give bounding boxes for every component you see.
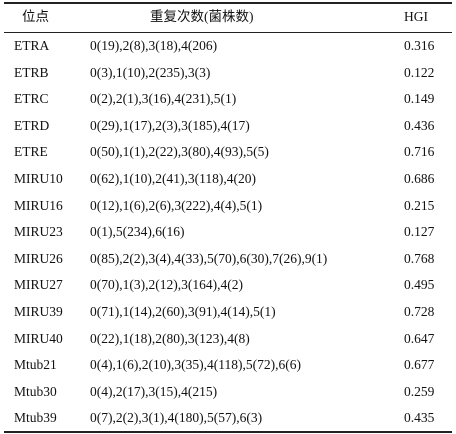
locus-cell: ETRA: [14, 38, 50, 53]
locus-cell: MIRU26: [14, 250, 63, 266]
repeats-cell: 0(71),1(14),2(60),3(91),4(14),5(1): [90, 304, 276, 319]
hgi-cell: 0.728: [404, 304, 435, 319]
header-cell: 重复次数(菌株数): [150, 9, 254, 24]
header-rule: [4, 32, 452, 33]
hgi-cell: 0.495: [404, 277, 435, 293]
locus-cell: Mtub39: [14, 410, 57, 426]
locus-cell: MIRU40: [14, 330, 63, 346]
bottom-rule: [4, 431, 452, 433]
hgi-cell: 0.122: [404, 64, 435, 80]
hgi-cell: 0.149: [404, 91, 435, 107]
locus-cell: ETRD: [14, 117, 50, 133]
top-rule: [4, 2, 452, 4]
repeats-cell: 0(50),1(1),2(22),3(80),4(93),5(5): [90, 144, 269, 160]
hgi-cell: 0.647: [404, 330, 435, 346]
repeats-cell: 0(1),5(234),6(16): [90, 224, 185, 240]
hgi-cell: 0.435: [404, 410, 435, 426]
repeats-cell: 0(4),1(6),2(10),3(35),4(118),5(72),6(6): [90, 357, 301, 373]
repeats-cell: 0(85),2(2),3(4),4(33),5(70),6(30),7(26),…: [90, 250, 328, 266]
header-cell: HGI: [404, 9, 428, 24]
hgi-cell: 0.768: [404, 250, 435, 266]
hgi-cell: 0.686: [404, 171, 435, 186]
hgi-cell: 0.316: [404, 38, 435, 53]
locus-cell: MIRU39: [14, 304, 63, 319]
locus-cell: ETRB: [14, 64, 49, 80]
locus-cell: MIRU10: [14, 171, 63, 186]
repeats-cell: 0(7),2(2),3(1),4(180),5(57),6(3): [90, 410, 263, 426]
repeats-cell: 0(19),2(8),3(18),4(206): [90, 38, 218, 53]
locus-cell: ETRE: [14, 144, 48, 160]
locus-cell: MIRU16: [14, 197, 63, 213]
locus-cell: MIRU23: [14, 224, 63, 240]
repeats-cell: 0(70),1(3),2(12),3(164),4(2): [90, 277, 243, 293]
repeats-cell: 0(3),1(10),2(235),3(3): [90, 64, 211, 80]
locus-cell: ETRC: [14, 91, 49, 107]
hgi-cell: 0.215: [404, 197, 435, 213]
header-cell: 位点: [22, 9, 49, 24]
hgi-cell: 0.259: [404, 383, 435, 399]
repeats-cell: 0(29),1(17),2(3),3(185),4(17): [90, 117, 250, 133]
locus-cell: Mtub30: [14, 383, 57, 399]
hgi-cell: 0.716: [404, 144, 435, 160]
repeats-cell: 0(22),1(18),2(80),3(123),4(8): [90, 330, 250, 346]
locus-cell: Mtub21: [14, 357, 57, 373]
repeats-cell: 0(62),1(10),2(41),3(118),4(20): [90, 171, 256, 186]
locus-cell: MIRU27: [14, 277, 63, 293]
repeats-cell: 0(4),2(17),3(15),4(215): [90, 383, 218, 399]
hgi-cell: 0.127: [404, 224, 435, 240]
hgi-cell: 0.436: [404, 117, 435, 133]
repeats-cell: 0(2),2(1),3(16),4(231),5(1): [90, 91, 237, 107]
repeats-cell: 0(12),1(6),2(6),3(222),4(4),5(1): [90, 197, 263, 213]
hgi-cell: 0.677: [404, 357, 435, 373]
